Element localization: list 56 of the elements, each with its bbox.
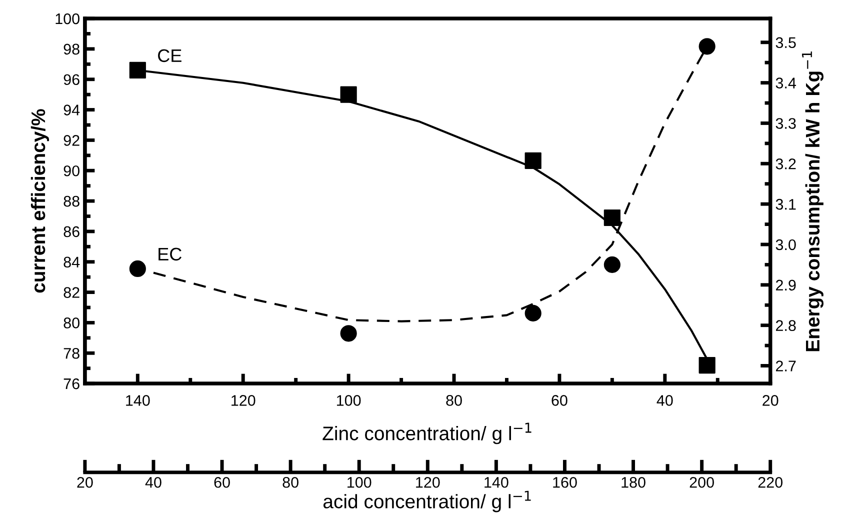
x2-tick-label: 160 bbox=[553, 476, 577, 488]
x2-tick-label: 220 bbox=[758, 476, 783, 488]
y2-tick-label: 2.8 bbox=[776, 320, 796, 332]
y2-tick-label: 3.1 bbox=[776, 198, 796, 210]
x-tick-label: 60 bbox=[552, 395, 568, 406]
x-axis-title: Zinc concentration/ g l$^{−1}$ bbox=[322, 422, 532, 444]
y-tick-label: 76 bbox=[64, 378, 80, 390]
y2-tick-label: 3.4 bbox=[776, 78, 796, 88]
x-tick-label: 40 bbox=[656, 395, 673, 406]
x2-tick-label: 80 bbox=[282, 476, 298, 488]
y-tick-label: 100 bbox=[56, 13, 80, 24]
point bbox=[604, 256, 620, 273]
y-tick-label: 98 bbox=[64, 44, 80, 55]
point bbox=[129, 62, 146, 79]
y2-tick-label: 2.7 bbox=[776, 360, 796, 372]
x2-tick-label: 180 bbox=[622, 476, 646, 488]
series-label: EC bbox=[158, 248, 182, 261]
y-tick-label: 94 bbox=[64, 104, 80, 116]
x-tick-label: 100 bbox=[336, 395, 361, 406]
point bbox=[698, 356, 716, 374]
y-tick-label: 96 bbox=[64, 74, 80, 86]
y-tick-label: 92 bbox=[64, 135, 80, 146]
point bbox=[340, 325, 357, 342]
point bbox=[604, 209, 620, 226]
point bbox=[524, 304, 542, 322]
y-tick-label: 78 bbox=[64, 348, 80, 359]
x-tick-label: 140 bbox=[126, 395, 150, 406]
y2-tick-label: 3.5 bbox=[776, 37, 796, 48]
y-tick-label: 90 bbox=[64, 165, 80, 176]
x2-tick-label: 20 bbox=[77, 476, 93, 488]
x2-tick-label: 140 bbox=[484, 476, 508, 488]
point bbox=[524, 152, 542, 170]
point bbox=[698, 38, 716, 55]
y-tick-label: 88 bbox=[64, 196, 80, 207]
y-axis-title: current efficiency/% bbox=[30, 109, 50, 293]
x2-tick-label: 100 bbox=[348, 476, 372, 488]
x2-tick-label: 40 bbox=[145, 476, 162, 488]
x-tick-label: 20 bbox=[762, 395, 778, 406]
y-tick-label: 86 bbox=[64, 226, 80, 238]
point bbox=[340, 86, 357, 103]
x2-tick-label: 60 bbox=[214, 476, 230, 488]
y-tick-label: 80 bbox=[64, 318, 80, 328]
x-tick-label: 80 bbox=[446, 395, 462, 406]
y2-tick-label: 2.9 bbox=[776, 280, 796, 291]
x2-tick-label: 200 bbox=[690, 476, 714, 488]
x-tick-label: 120 bbox=[232, 395, 256, 406]
x2-axis-title: acid concentration/ g l$^{−1}$ bbox=[323, 490, 531, 512]
point bbox=[129, 260, 146, 278]
y2-tick-label: 3.2 bbox=[776, 158, 796, 170]
series-label: CE bbox=[158, 49, 182, 62]
y-tick-label: 82 bbox=[64, 287, 80, 298]
y2-tick-label: 3.0 bbox=[776, 239, 796, 250]
y2-tick-label: 3.3 bbox=[776, 118, 796, 129]
y2-axis-title: Energy consumption/ kW h Kg$^{−1}$ bbox=[802, 51, 824, 352]
y-tick-label: 84 bbox=[64, 256, 80, 268]
x2-tick-label: 120 bbox=[416, 476, 440, 488]
